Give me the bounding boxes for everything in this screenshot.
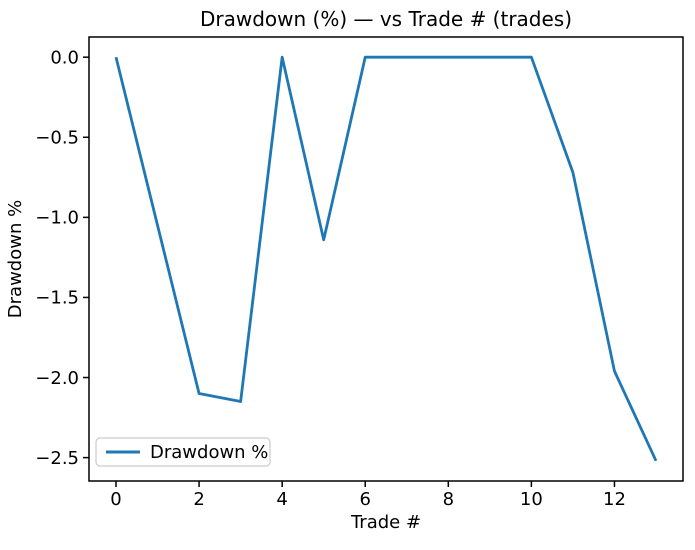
legend: Drawdown % bbox=[95, 437, 271, 467]
drawdown-series-line bbox=[114, 55, 658, 462]
y-axis-label: Drawdown % bbox=[5, 200, 26, 318]
legend-label: Drawdown % bbox=[150, 442, 268, 463]
x-tick-label: 2 bbox=[193, 489, 204, 510]
y-tick-label: −1.5 bbox=[35, 288, 79, 309]
x-tick-label: 4 bbox=[276, 489, 287, 510]
y-tick-label: −2.0 bbox=[35, 368, 79, 389]
y-tick-label: −2.5 bbox=[35, 448, 79, 469]
y-tick-label: −1.0 bbox=[35, 208, 79, 229]
x-tick-label: 10 bbox=[520, 489, 543, 510]
y-tick-label: 0.0 bbox=[50, 47, 79, 68]
x-tick-label: 6 bbox=[360, 489, 371, 510]
x-axis-ticks: 0 2 4 6 8 10 12 bbox=[110, 481, 626, 510]
chart-title: Drawdown (%) — vs Trade # (trades) bbox=[200, 7, 572, 31]
x-tick-label: 12 bbox=[603, 489, 626, 510]
plot-frame bbox=[88, 36, 684, 482]
x-tick-label: 0 bbox=[110, 489, 121, 510]
y-tick-label: −0.5 bbox=[35, 128, 79, 149]
x-tick-label: 8 bbox=[443, 489, 454, 510]
legend-box bbox=[95, 437, 271, 467]
x-axis-label: Trade # bbox=[350, 512, 421, 533]
y-axis-ticks: 0.0 −0.5 −1.0 −1.5 −2.0 −2.5 bbox=[35, 47, 89, 469]
